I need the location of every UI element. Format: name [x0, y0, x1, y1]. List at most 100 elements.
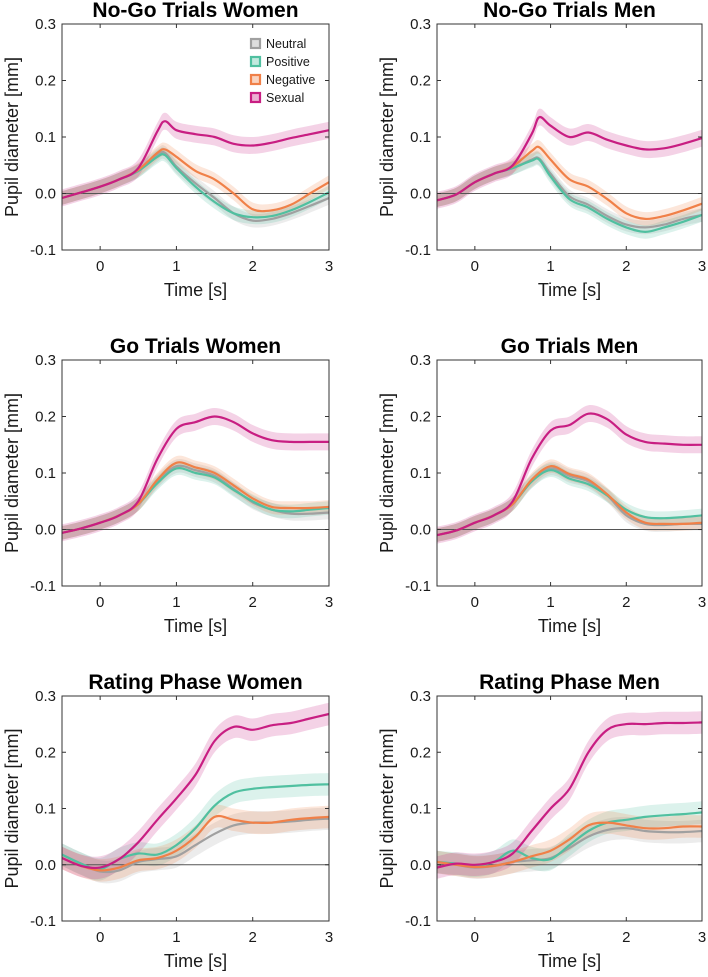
y-tick-label: 0.0 [410, 522, 431, 539]
x-tick-label: 3 [698, 258, 706, 275]
x-tick-label: 3 [325, 258, 333, 275]
x-tick-label: 3 [325, 594, 333, 611]
y-tick-label: -0.1 [405, 242, 431, 259]
y-tick-label: 0.3 [410, 688, 431, 705]
y-tick-label: 0.3 [410, 352, 431, 369]
x-axis-label: Time [s] [538, 616, 601, 636]
y-tick-label: 0.0 [35, 186, 56, 203]
chart-title: Go Trials Men [501, 335, 639, 358]
y-tick-label: 0.2 [35, 409, 56, 426]
y-tick-label: 0.1 [35, 801, 56, 818]
x-axis-label: Time [s] [164, 616, 227, 636]
x-tick-label: 1 [546, 929, 554, 946]
series-band-sexual [437, 108, 702, 209]
y-tick-label: 0.2 [410, 73, 431, 90]
x-tick-label: 2 [249, 594, 257, 611]
y-tick-label: -0.1 [30, 578, 56, 595]
x-tick-label: 0 [471, 929, 479, 946]
y-tick-label: 0.1 [410, 129, 431, 146]
x-axis-label: Time [s] [538, 951, 601, 971]
y-tick-label: -0.1 [405, 578, 431, 595]
series-band-neutral [62, 458, 329, 540]
series-line-negative [436, 821, 703, 869]
legend-swatch-negative [249, 73, 262, 86]
y-axis-label: Pupil diameter [mm] [2, 728, 22, 888]
y-tick-label: -0.1 [30, 913, 56, 930]
x-tick-label: 2 [249, 258, 257, 275]
series-line-sexual [61, 120, 330, 200]
x-tick-label: 3 [698, 929, 706, 946]
series-line-sexual [436, 412, 703, 537]
y-axis-label: Pupil diameter [mm] [377, 728, 397, 888]
y-axis-label: Pupil diameter [mm] [377, 393, 397, 553]
y-tick-label: 0.3 [410, 16, 431, 33]
chart-panel-1: No-Go Trials Women -0.1 0.0 0.1 0.2 0.3 0 1 2 3 Ti… [2, 0, 333, 300]
series-line-positive [61, 783, 330, 871]
legend-label-negative: Negative [266, 73, 315, 87]
y-tick-label: 0.0 [410, 857, 431, 874]
x-tick-label: 3 [325, 929, 333, 946]
y-tick-label: 0.2 [35, 73, 56, 90]
series-line-sexual [436, 115, 703, 202]
y-tick-label: 0.0 [35, 857, 56, 874]
legend-label-positive: Positive [266, 55, 310, 69]
y-tick-label: 0.2 [35, 744, 56, 761]
x-tick-label: 2 [622, 258, 630, 275]
chart-title: Go Trials Women [110, 335, 281, 358]
y-tick-label: 0.1 [410, 801, 431, 818]
series-band-negative [437, 139, 702, 226]
series-band-negative [62, 804, 329, 882]
y-tick-label: 0.3 [35, 352, 56, 369]
y-tick-label: 0.3 [35, 688, 56, 705]
series-line-sexual [61, 415, 329, 534]
x-tick-label: 2 [622, 594, 630, 611]
x-tick-label: 2 [249, 929, 257, 946]
x-tick-label: 1 [172, 929, 180, 946]
y-tick-label: 0.1 [410, 465, 431, 482]
series-band-sexual [62, 408, 329, 542]
series-band-sexual [62, 112, 329, 207]
y-tick-label: 0.1 [35, 465, 56, 482]
x-axis-label: Time [s] [164, 951, 227, 971]
y-tick-label: -0.1 [30, 242, 56, 259]
y-axis-label: Pupil diameter [mm] [2, 57, 22, 217]
x-tick-label: 0 [471, 594, 479, 611]
y-tick-label: 0.0 [35, 522, 56, 539]
series-line-sexual [61, 712, 330, 870]
legend-swatch-neutral [249, 37, 262, 50]
x-tick-label: 1 [172, 594, 180, 611]
chart-title: Rating Phase Men [479, 671, 660, 694]
y-axis-label: Pupil diameter [mm] [2, 393, 22, 553]
x-axis-label: Time [s] [538, 280, 601, 300]
chart-panel-2: No-Go Trials Men -0.1 0.0 0.1 0.2 0.3 0 1 2 3 Time… [377, 0, 706, 300]
legend-label-neutral: Neutral [266, 37, 306, 51]
series-line-sexual [436, 721, 703, 869]
x-axis-label: Time [s] [164, 280, 227, 300]
x-tick-label: 0 [96, 258, 104, 275]
x-tick-label: 1 [546, 594, 554, 611]
chart-panel-5: Rating Phase Women -0.1 0.0 0.1 0.2 0.3 0 1 2 3 Ti… [2, 671, 333, 971]
legend: Neutral Positive Negative Sexual [249, 37, 315, 105]
y-tick-label: 0.2 [410, 409, 431, 426]
x-tick-label: 0 [96, 594, 104, 611]
chart-panel-4: Go Trials Men -0.1 0.0 0.1 0.2 0.3 0 1 2 3 Time [s… [377, 335, 706, 636]
x-tick-label: 1 [172, 258, 180, 275]
series-line-negative [61, 814, 330, 872]
chart-panel-6: Rating Phase Men -0.1 0.0 0.1 0.2 0.3 0 1 2 3 Time… [377, 671, 706, 971]
y-tick-label: 0.1 [35, 129, 56, 146]
y-tick-label: 0.0 [410, 186, 431, 203]
x-tick-label: 0 [471, 258, 479, 275]
chart-title: No-Go Trials Men [483, 0, 656, 22]
x-tick-label: 0 [96, 929, 104, 946]
legend-label-sexual: Sexual [266, 91, 304, 105]
series-band-sexual [437, 711, 702, 879]
chart-panel-3: Go Trials Women -0.1 0.0 0.1 0.2 0.3 0 1 2 3 Time … [2, 335, 333, 636]
y-tick-label: 0.3 [35, 16, 56, 33]
y-axis-label: Pupil diameter [mm] [377, 57, 397, 217]
x-tick-label: 3 [698, 594, 706, 611]
x-tick-label: 2 [622, 929, 630, 946]
y-tick-label: -0.1 [405, 913, 431, 930]
x-tick-label: 1 [546, 258, 554, 275]
chart-title: Rating Phase Women [88, 671, 302, 694]
